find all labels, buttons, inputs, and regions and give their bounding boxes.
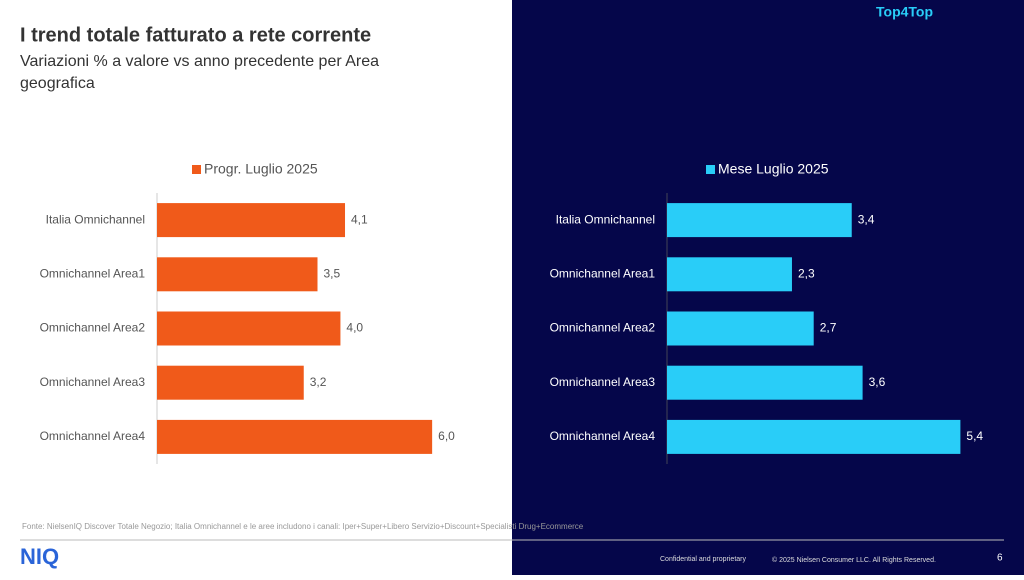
- category-label: Italia Omnichannel: [46, 212, 145, 226]
- category-label: Omnichannel Area2: [40, 321, 146, 335]
- legend-label: Progr. Luglio 2025: [204, 161, 318, 177]
- legend-swatch: [192, 165, 201, 174]
- bar: [667, 365, 863, 400]
- legend-swatch: [706, 165, 715, 174]
- value-label: 4,1: [351, 212, 368, 226]
- value-label: 4,0: [346, 321, 363, 335]
- slide-title: I trend totale fatturato a rete corrente: [20, 24, 371, 46]
- bar: [157, 419, 433, 454]
- logo: NIQ: [20, 544, 59, 569]
- value-label: 3,6: [869, 375, 886, 389]
- bar: [667, 257, 792, 292]
- bar: [157, 203, 346, 238]
- value-label: 3,4: [858, 212, 875, 226]
- bar: [157, 365, 304, 400]
- category-label: Omnichannel Area1: [550, 266, 656, 280]
- value-label: 2,7: [820, 321, 837, 335]
- bar: [667, 311, 814, 346]
- subtitle: Variazioni % a valore vs anno precedente…: [20, 53, 379, 70]
- bar: [667, 419, 961, 454]
- category-label: Omnichannel Area3: [40, 375, 146, 389]
- value-label: 3,5: [324, 266, 341, 280]
- brand: Top4Top: [876, 4, 933, 20]
- source-note: Fonte: NielsenIQ Discover Totale Negozio…: [22, 522, 584, 531]
- value-label: 5,4: [966, 429, 983, 443]
- value-label: 6,0: [438, 429, 455, 443]
- value-label: 2,3: [798, 266, 815, 280]
- category-label: Omnichannel Area3: [550, 375, 656, 389]
- bar: [667, 203, 852, 238]
- category-label: Italia Omnichannel: [556, 212, 655, 226]
- bar: [157, 257, 318, 292]
- category-label: Omnichannel Area1: [40, 266, 146, 280]
- legend-label: Mese Luglio 2025: [718, 161, 829, 177]
- value-label: 3,2: [310, 375, 327, 389]
- category-label: Omnichannel Area4: [40, 429, 146, 443]
- copyright: © 2025 Nielsen Consumer LLC. All Rights …: [772, 556, 936, 564]
- page-number: 6: [997, 553, 1003, 564]
- bar: [157, 311, 341, 346]
- confidential: Confidential and proprietary: [660, 556, 746, 563]
- category-label: Omnichannel Area4: [550, 429, 656, 443]
- subtitle: geografica: [20, 75, 95, 92]
- category-label: Omnichannel Area2: [550, 321, 656, 335]
